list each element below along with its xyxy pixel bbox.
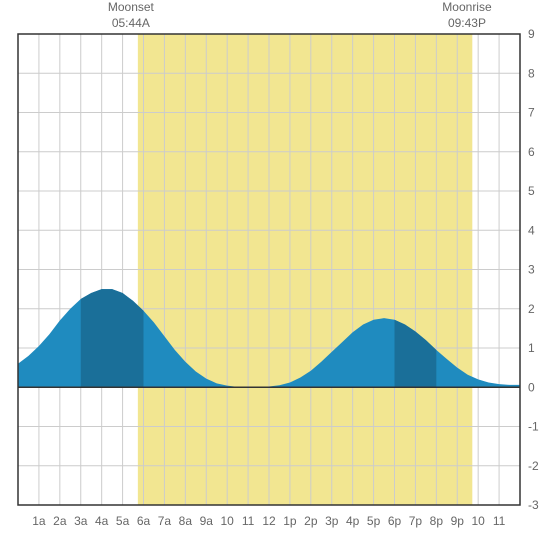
x-tick-label: 8a <box>179 514 193 528</box>
x-tick-label: 7p <box>409 514 423 528</box>
x-tick-label: 5a <box>116 514 130 528</box>
x-tick-label: 10 <box>471 514 485 528</box>
moonset-label: Moonset 05:44A <box>108 0 154 31</box>
y-tick-label: 9 <box>528 27 535 41</box>
x-tick-label: 6p <box>388 514 402 528</box>
moonrise-label: Moonrise 09:43P <box>442 0 491 31</box>
x-tick-label: 6a <box>137 514 151 528</box>
x-tick-label: 3p <box>325 514 339 528</box>
x-tick-label: 1a <box>32 514 46 528</box>
x-tick-label: 11 <box>493 514 506 528</box>
y-tick-label: 5 <box>528 184 535 198</box>
x-tick-label: 12 <box>262 514 276 528</box>
y-tick-label: -3 <box>528 498 539 512</box>
tide-chart: Moonset 05:44A Moonrise 09:43P 1a2a3a4a5… <box>0 0 550 550</box>
y-tick-label: -1 <box>528 420 539 434</box>
y-tick-label: 4 <box>528 223 535 237</box>
x-tick-label: 1p <box>283 514 297 528</box>
x-tick-label: 4a <box>95 514 109 528</box>
x-tick-label: 3a <box>74 514 88 528</box>
tide-area-dark <box>81 289 144 387</box>
x-tick-label: 4p <box>346 514 360 528</box>
x-tick-label: 9a <box>200 514 214 528</box>
y-tick-label: 3 <box>528 263 535 277</box>
x-tick-label: 9p <box>451 514 465 528</box>
x-tick-label: 8p <box>430 514 444 528</box>
y-tick-label: 2 <box>528 302 535 316</box>
x-tick-label: 7a <box>158 514 172 528</box>
y-tick-label: 6 <box>528 145 535 159</box>
x-tick-label: 5p <box>367 514 381 528</box>
x-tick-label: 10 <box>220 514 234 528</box>
y-tick-label: 7 <box>528 106 535 120</box>
y-tick-label: -2 <box>528 459 539 473</box>
x-tick-label: 2p <box>304 514 318 528</box>
y-tick-label: 1 <box>528 341 535 355</box>
x-tick-label: 11 <box>242 514 255 528</box>
x-tick-label: 2a <box>53 514 67 528</box>
y-tick-label: 8 <box>528 66 535 80</box>
y-tick-label: 0 <box>528 380 535 394</box>
chart-svg: 1a2a3a4a5a6a7a8a9a1011121p2p3p4p5p6p7p8p… <box>0 0 550 550</box>
